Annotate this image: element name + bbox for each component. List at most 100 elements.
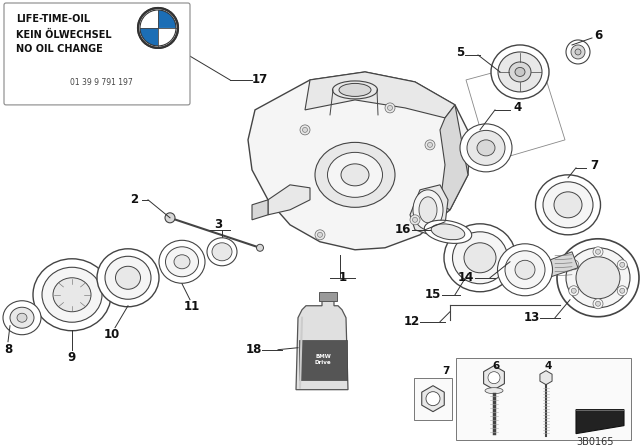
Circle shape xyxy=(571,45,585,59)
Ellipse shape xyxy=(543,182,593,228)
Text: 01 39 9 791 197: 01 39 9 791 197 xyxy=(70,78,132,87)
Ellipse shape xyxy=(431,224,465,240)
Ellipse shape xyxy=(115,266,141,289)
Ellipse shape xyxy=(464,243,496,273)
Circle shape xyxy=(385,103,395,113)
Circle shape xyxy=(315,230,325,240)
Polygon shape xyxy=(440,105,468,210)
Ellipse shape xyxy=(444,224,516,292)
Ellipse shape xyxy=(566,248,630,308)
Ellipse shape xyxy=(554,192,582,218)
Ellipse shape xyxy=(212,243,232,261)
Circle shape xyxy=(617,260,627,270)
Wedge shape xyxy=(158,10,176,28)
Ellipse shape xyxy=(536,175,600,235)
Circle shape xyxy=(317,233,323,237)
Circle shape xyxy=(300,125,310,135)
Ellipse shape xyxy=(557,239,639,317)
Polygon shape xyxy=(296,300,348,390)
Ellipse shape xyxy=(53,278,91,312)
Text: 2: 2 xyxy=(130,194,138,207)
Ellipse shape xyxy=(105,256,151,299)
Circle shape xyxy=(566,40,590,64)
Circle shape xyxy=(595,301,600,306)
Text: 6: 6 xyxy=(594,30,602,43)
Text: 14: 14 xyxy=(458,271,474,284)
Circle shape xyxy=(572,262,576,267)
Bar xyxy=(319,292,337,301)
Ellipse shape xyxy=(509,62,531,82)
Text: 4: 4 xyxy=(544,361,552,370)
Ellipse shape xyxy=(467,130,505,165)
Circle shape xyxy=(426,392,440,405)
Circle shape xyxy=(303,127,307,133)
Text: BMW
Drive: BMW Drive xyxy=(315,354,332,365)
Bar xyxy=(414,378,452,420)
Circle shape xyxy=(617,286,627,296)
Ellipse shape xyxy=(452,232,508,284)
Bar xyxy=(456,358,631,439)
Circle shape xyxy=(595,249,600,254)
Polygon shape xyxy=(484,366,504,390)
Polygon shape xyxy=(248,72,470,250)
Text: 11: 11 xyxy=(184,300,200,313)
Polygon shape xyxy=(305,72,455,118)
Wedge shape xyxy=(140,10,158,28)
Circle shape xyxy=(257,244,264,251)
Ellipse shape xyxy=(491,45,549,99)
Ellipse shape xyxy=(42,267,102,322)
Ellipse shape xyxy=(460,124,512,172)
Text: 16: 16 xyxy=(395,223,411,236)
Text: 3B0165: 3B0165 xyxy=(576,437,614,447)
Text: 10: 10 xyxy=(104,328,120,341)
Circle shape xyxy=(575,49,581,55)
Ellipse shape xyxy=(207,238,237,266)
Polygon shape xyxy=(268,185,310,215)
Wedge shape xyxy=(158,28,176,46)
Ellipse shape xyxy=(10,307,34,328)
Text: NO OIL CHANGE: NO OIL CHANGE xyxy=(16,44,103,54)
Ellipse shape xyxy=(497,244,552,296)
Polygon shape xyxy=(410,185,448,235)
Polygon shape xyxy=(576,409,624,434)
Ellipse shape xyxy=(3,301,41,335)
Polygon shape xyxy=(422,386,444,412)
Circle shape xyxy=(165,213,175,223)
Circle shape xyxy=(138,8,178,48)
Text: 17: 17 xyxy=(252,73,268,86)
Text: 7: 7 xyxy=(590,159,598,172)
Ellipse shape xyxy=(174,255,190,269)
Ellipse shape xyxy=(166,247,198,277)
Circle shape xyxy=(488,372,500,383)
Ellipse shape xyxy=(485,388,503,394)
Text: 13: 13 xyxy=(524,311,540,324)
Circle shape xyxy=(593,247,603,257)
Polygon shape xyxy=(540,370,552,385)
Ellipse shape xyxy=(33,259,111,331)
Circle shape xyxy=(620,288,625,293)
Ellipse shape xyxy=(339,83,371,96)
Text: 15: 15 xyxy=(425,288,441,301)
Ellipse shape xyxy=(419,197,437,223)
Text: 18: 18 xyxy=(246,343,262,356)
Wedge shape xyxy=(140,28,158,46)
Text: 5: 5 xyxy=(456,47,464,60)
Ellipse shape xyxy=(315,142,395,207)
Circle shape xyxy=(413,217,417,222)
Ellipse shape xyxy=(424,220,472,243)
Circle shape xyxy=(410,215,420,225)
Bar xyxy=(299,340,347,379)
Ellipse shape xyxy=(17,313,27,322)
Ellipse shape xyxy=(477,140,495,156)
Text: 12: 12 xyxy=(404,315,420,328)
Ellipse shape xyxy=(576,257,620,299)
Polygon shape xyxy=(545,252,578,278)
Ellipse shape xyxy=(498,52,542,92)
Ellipse shape xyxy=(328,152,383,197)
FancyBboxPatch shape xyxy=(4,3,190,105)
Ellipse shape xyxy=(515,68,525,77)
Circle shape xyxy=(569,286,579,296)
Ellipse shape xyxy=(159,240,205,283)
Text: KEIN ÖLWECHSEL: KEIN ÖLWECHSEL xyxy=(16,30,111,40)
Text: 9: 9 xyxy=(68,351,76,364)
